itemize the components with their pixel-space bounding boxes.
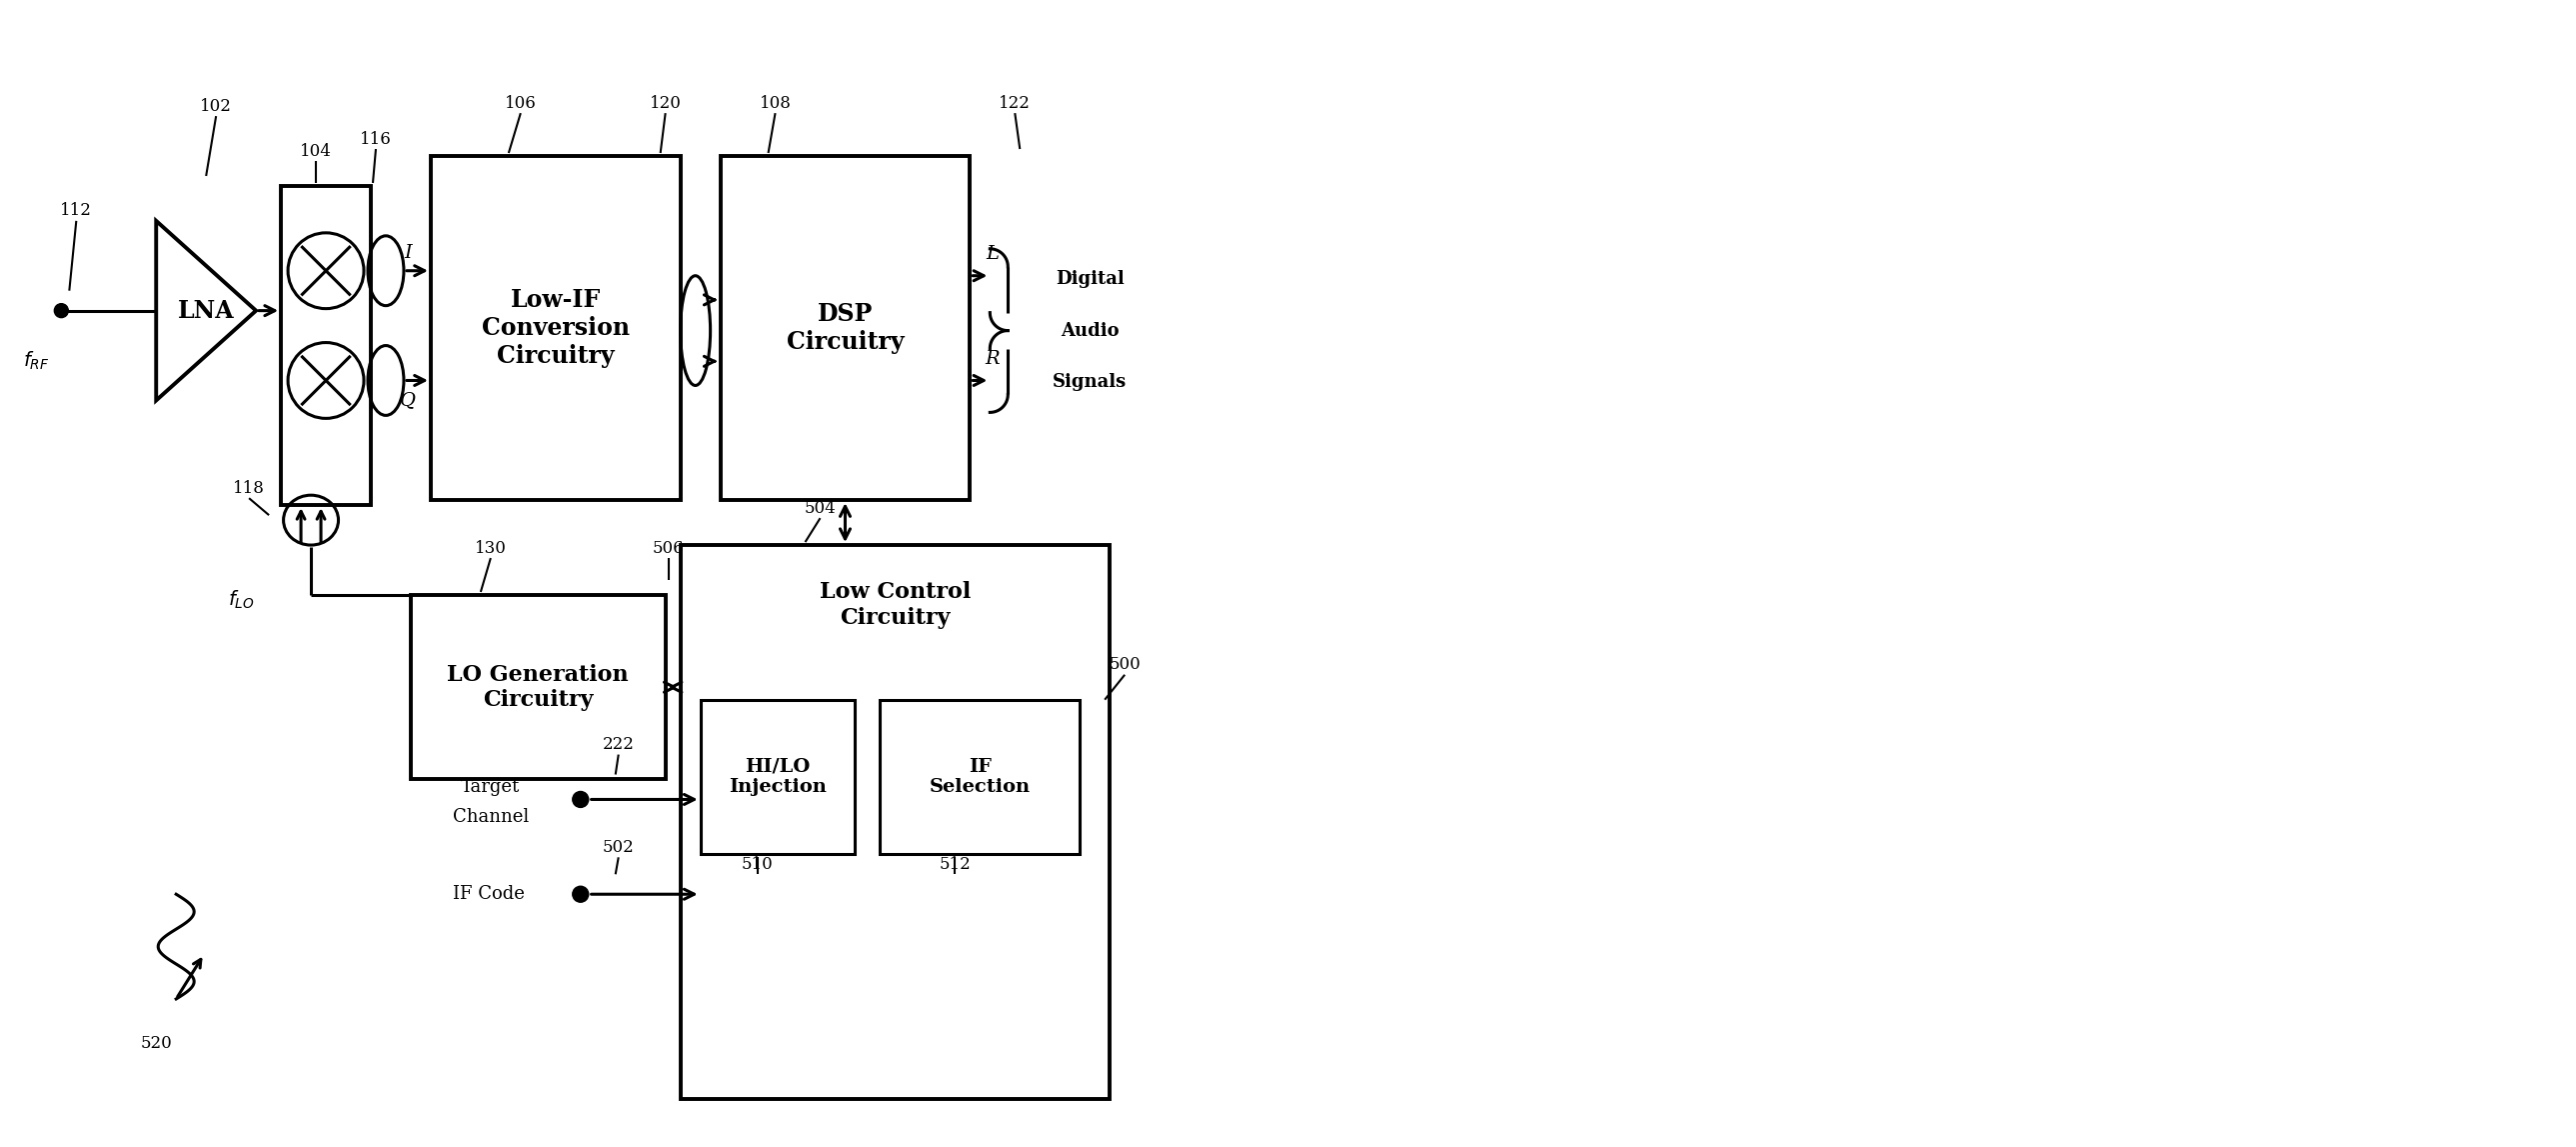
Text: L: L bbox=[987, 244, 999, 263]
Text: 120: 120 bbox=[649, 95, 680, 111]
Text: 118: 118 bbox=[232, 479, 265, 497]
Text: Signals: Signals bbox=[1054, 374, 1126, 391]
Bar bbox=[281, 186, 371, 505]
Text: 122: 122 bbox=[999, 95, 1030, 111]
Bar bbox=[680, 545, 1110, 1099]
Text: I: I bbox=[404, 244, 412, 262]
Text: HI/LO
Injection: HI/LO Injection bbox=[729, 758, 827, 796]
Text: R: R bbox=[984, 350, 999, 367]
Bar bbox=[701, 700, 855, 855]
Text: Target: Target bbox=[461, 779, 520, 796]
Text: Q: Q bbox=[399, 391, 415, 409]
Text: 502: 502 bbox=[603, 838, 634, 856]
Text: Audio: Audio bbox=[1061, 321, 1118, 340]
Bar bbox=[721, 156, 971, 500]
Text: IF
Selection: IF Selection bbox=[930, 758, 1030, 796]
Text: 510: 510 bbox=[742, 856, 773, 873]
Text: Low-IF
Conversion
Circuitry: Low-IF Conversion Circuitry bbox=[482, 288, 629, 368]
Bar bbox=[881, 700, 1079, 855]
Text: 112: 112 bbox=[59, 202, 93, 219]
Text: 116: 116 bbox=[361, 131, 392, 148]
Bar bbox=[410, 595, 665, 780]
Text: 104: 104 bbox=[299, 142, 332, 159]
Circle shape bbox=[572, 887, 587, 903]
Bar bbox=[430, 156, 680, 500]
Text: $f_{LO}$: $f_{LO}$ bbox=[227, 588, 255, 611]
Text: LO Generation
Circuitry: LO Generation Circuitry bbox=[448, 663, 629, 711]
Text: 520: 520 bbox=[139, 1036, 173, 1052]
Text: 102: 102 bbox=[201, 97, 232, 115]
Circle shape bbox=[572, 791, 587, 807]
Text: 500: 500 bbox=[1108, 656, 1141, 673]
Text: 106: 106 bbox=[505, 95, 536, 111]
Text: Low Control
Circuitry: Low Control Circuitry bbox=[819, 582, 971, 629]
Text: DSP
Circuitry: DSP Circuitry bbox=[786, 302, 904, 354]
Text: Channel: Channel bbox=[453, 809, 528, 826]
Circle shape bbox=[54, 304, 70, 318]
Text: 512: 512 bbox=[940, 856, 971, 873]
Text: 222: 222 bbox=[603, 736, 634, 754]
Text: 108: 108 bbox=[760, 95, 791, 111]
Text: $f_{RF}$: $f_{RF}$ bbox=[23, 350, 49, 372]
Text: IF Code: IF Code bbox=[453, 885, 526, 903]
Text: 504: 504 bbox=[804, 500, 837, 516]
Text: Digital: Digital bbox=[1056, 270, 1123, 288]
Text: 506: 506 bbox=[652, 539, 685, 556]
Text: 130: 130 bbox=[474, 539, 507, 556]
Text: LNA: LNA bbox=[178, 298, 234, 322]
